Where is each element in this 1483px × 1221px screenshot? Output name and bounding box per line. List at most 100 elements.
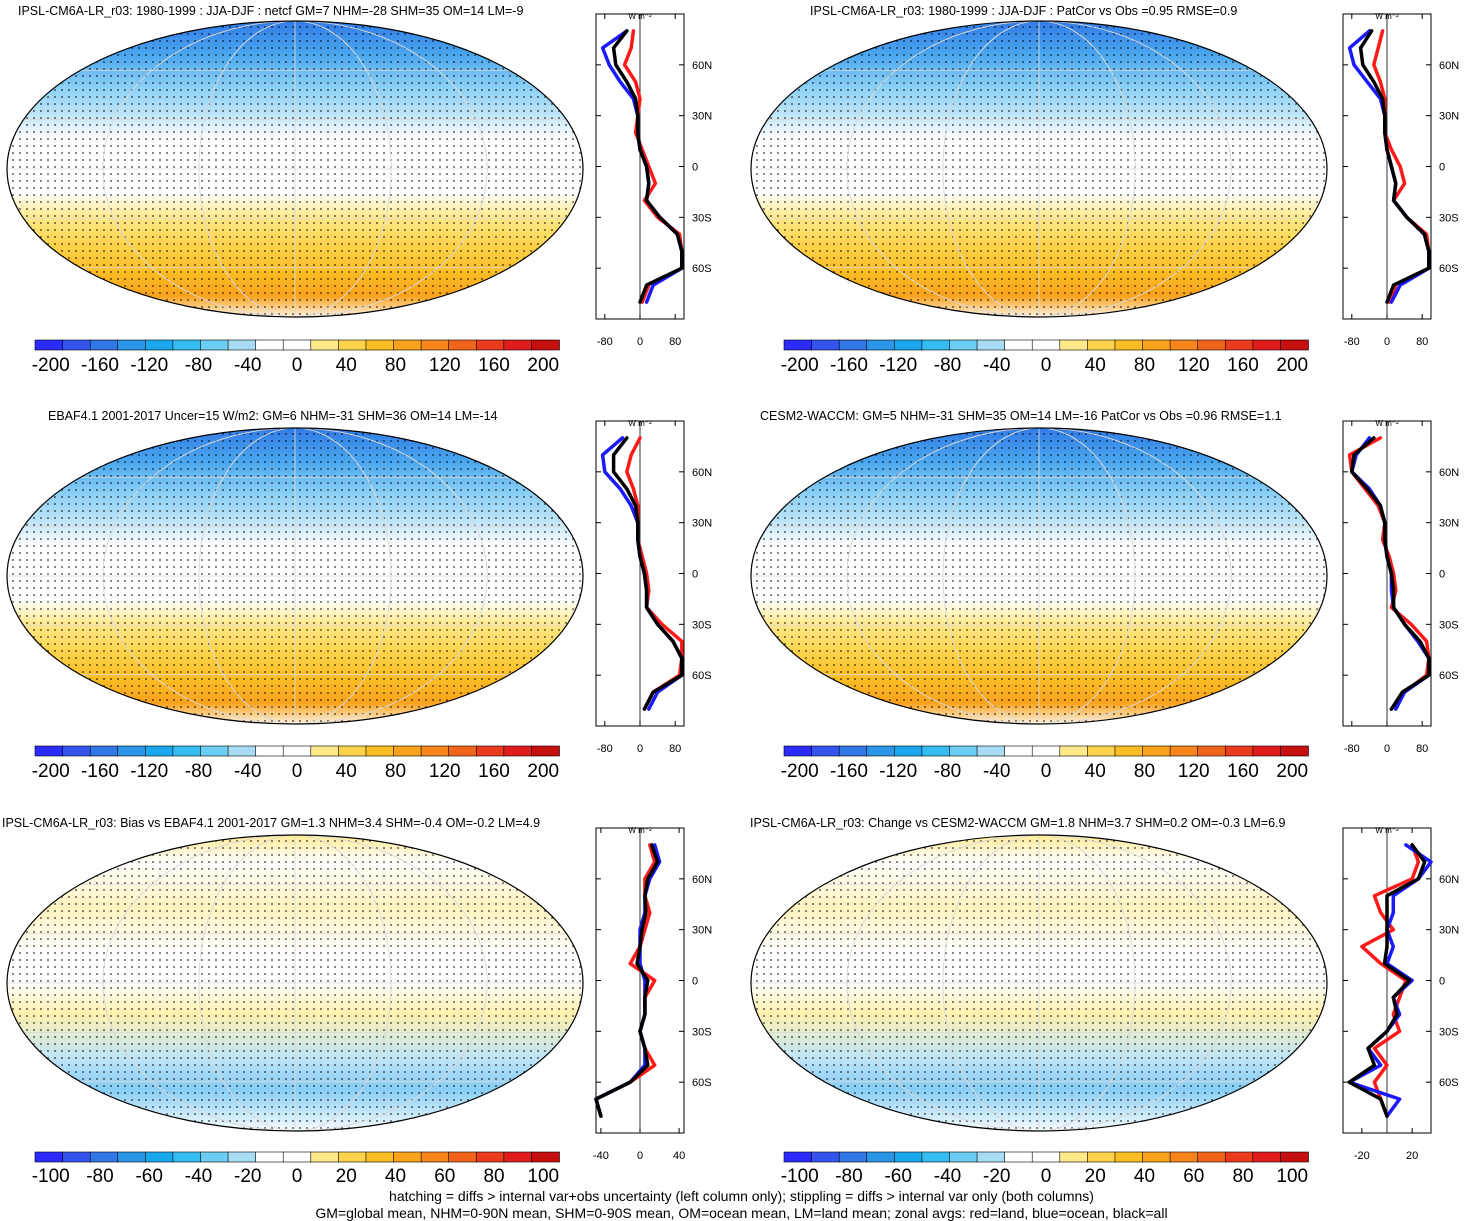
colorbar-tick-label: -40 <box>234 355 262 376</box>
zonal-xtick-label: 80 <box>669 336 681 348</box>
colorbar-swatch <box>34 339 64 351</box>
colorbar-swatch <box>172 1151 202 1163</box>
colorbar-swatch <box>894 339 923 351</box>
zonal-mean-plot: -80 0 80 60N 30N 0 30S 60S W m⁻² <box>1342 12 1459 348</box>
colorbar-swatch <box>866 339 896 351</box>
colorbar-tick-label: -40 <box>184 1166 213 1187</box>
colorbar-swatch <box>1114 1151 1144 1163</box>
colorbar-tick-label: -160 <box>80 761 119 782</box>
zonal-ytick-label: 60N <box>692 60 712 72</box>
colorbar-swatch <box>475 745 505 757</box>
zonal-ytick-label: 30N <box>692 111 712 123</box>
colorbar-swatch <box>282 339 312 351</box>
colorbar-tick-label: 40 <box>384 1166 407 1187</box>
map-border <box>6 834 584 1132</box>
map-border <box>6 427 584 725</box>
colorbar-swatch <box>34 1151 64 1163</box>
colorbar-swatch <box>1031 745 1061 757</box>
footer-line-1: hatching = diffs > internal var+obs unce… <box>389 1188 1094 1204</box>
colorbar-swatch <box>783 339 813 351</box>
colorbar-swatch <box>365 745 395 757</box>
colorbar-tick-label: -80 <box>184 355 213 376</box>
map-meridian <box>942 428 1136 724</box>
colorbar-swatch <box>921 745 951 757</box>
zonal-ytick-label: 60S <box>692 263 712 275</box>
colorbar-swatch <box>1252 339 1282 351</box>
colorbar-tick-label: -40 <box>234 761 262 782</box>
zonal-xtick-label: -40 <box>593 1150 609 1162</box>
colorbar-swatch <box>420 1151 450 1163</box>
zonal-ytick-label: 30N <box>1439 111 1459 123</box>
colorbar-swatch <box>89 1151 119 1163</box>
zonal-xtick-label: -80 <box>1344 336 1360 348</box>
map-meridian <box>102 21 488 317</box>
zonal-ytick-label: 60N <box>1439 60 1459 72</box>
zonal-ytick-label: 30S <box>692 1026 712 1038</box>
colorbar-swatch <box>503 745 533 757</box>
colorbar-swatch <box>838 339 868 351</box>
zonal-mean-plot: -20 20 60N 30N 0 30S 60S W m⁻² <box>1342 826 1459 1162</box>
colorbar-tick-label: 40 <box>335 355 357 376</box>
zonal-series-land <box>1372 29 1431 304</box>
colorbar-swatch <box>503 1151 533 1163</box>
colorbar-swatch <box>365 339 395 351</box>
colorbar-swatch <box>310 745 340 757</box>
colorbar-swatch <box>783 1151 813 1163</box>
zonal-unit: W m⁻² <box>1375 419 1399 428</box>
colorbar-swatch <box>117 339 147 351</box>
map-border <box>6 20 584 318</box>
colorbar-swatch <box>838 745 868 757</box>
panel-bias: IPSL-CM6A-LR_r03: Bias vs EBAF4.1 2001-2… <box>0 810 740 1190</box>
colorbar-labels: -100 -80 -60 -40 -20 0 20 40 60 80 100 <box>781 1166 1308 1190</box>
zonal-series-ocean <box>1347 29 1431 304</box>
colorbar-labels: -100 -80 -60 -40 -20 0 20 40 60 80 100 <box>32 1166 559 1190</box>
zonal-ytick-label: 30N <box>692 925 712 937</box>
zonal-ytick-label: 30S <box>1439 619 1459 631</box>
colorbar-tick-label: 60 <box>1183 1166 1205 1187</box>
zonal-xtick-label: -20 <box>1354 1150 1370 1162</box>
map-meridian <box>198 428 392 724</box>
colorbar-swatch <box>976 745 1006 757</box>
zonal-series-all <box>611 436 684 711</box>
colorbar-swatch <box>1169 1151 1199 1163</box>
colorbar-labels: -200 -160 -120 -80 -40 0 40 80 120 160 200 <box>32 355 559 379</box>
colorbar-swatch <box>338 339 367 351</box>
zonal-unit: W m⁻² <box>1375 826 1399 835</box>
map-meridian <box>102 835 488 1131</box>
colorbar <box>783 339 1309 351</box>
colorbar-swatch <box>1197 745 1227 757</box>
zonal-xtick-label: 0 <box>1384 743 1390 755</box>
world-map <box>750 834 1328 1132</box>
colorbar-tick-label: 80 <box>384 761 407 782</box>
colorbar-tick-label: 80 <box>1133 355 1156 376</box>
colorbar-swatch <box>1059 339 1089 351</box>
colorbar-tick-label: -80 <box>184 761 213 782</box>
zonal-ytick-label: 60S <box>692 670 712 682</box>
zonal-ytick-label: 30N <box>1439 925 1459 937</box>
colorbar-swatch <box>282 745 312 757</box>
colorbar-swatch <box>338 1151 367 1163</box>
colorbar-tick-label: 160 <box>1227 761 1259 782</box>
colorbar-tick-label: 0 <box>1040 761 1052 782</box>
colorbar-swatch <box>62 745 91 757</box>
colorbar-tick-label: 0 <box>1040 355 1052 376</box>
colorbar-tick-label: 160 <box>1227 355 1259 376</box>
panel-ipsl: IPSL-CM6A-LR_r03: 1980-1999 : JJA-DJF : … <box>0 0 740 385</box>
colorbar-tick-label: -20 <box>983 1166 1011 1187</box>
colorbar-swatch <box>1059 745 1089 757</box>
colorbar-labels: -200 -160 -120 -80 -40 0 40 80 120 160 200 <box>32 761 559 785</box>
colorbar-tick-label: 120 <box>1177 761 1210 782</box>
colorbar-tick-label: -200 <box>780 355 819 376</box>
colorbar-swatch <box>172 745 202 757</box>
zonal-xtick-label: 0 <box>637 336 643 348</box>
colorbar <box>34 1151 560 1163</box>
colorbar-swatch <box>503 339 533 351</box>
colorbar-tick-label: -100 <box>780 1166 819 1187</box>
colorbar-swatch <box>1280 1151 1309 1163</box>
colorbar-tick-label: 100 <box>527 1166 560 1187</box>
colorbar-tick-label: -160 <box>829 355 868 376</box>
zonal-series-all <box>1358 29 1431 304</box>
zonal-ytick-label: 30N <box>692 518 712 530</box>
zonal-ytick-label: 60S <box>692 1077 712 1089</box>
colorbar-swatch <box>62 1151 91 1163</box>
